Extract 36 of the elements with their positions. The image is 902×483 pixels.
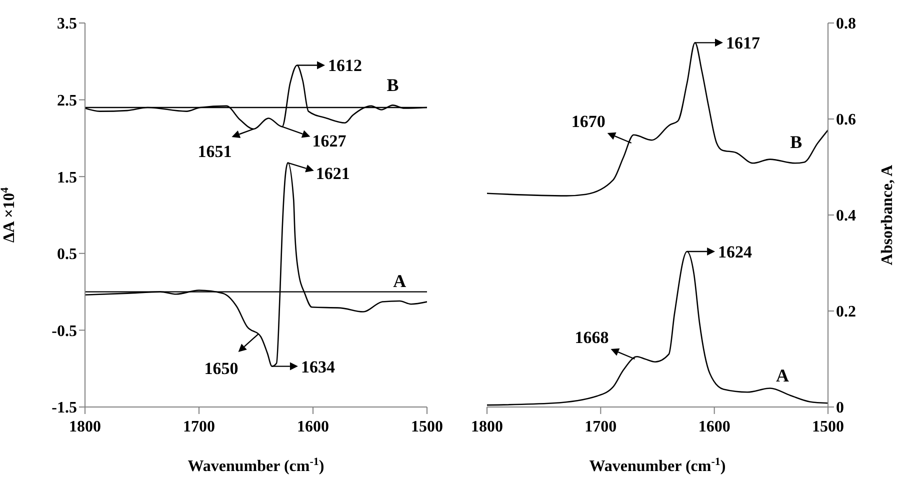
x-tick-label: 1700 — [584, 418, 617, 436]
y-tick-label: -1.5 — [52, 400, 77, 417]
annotation: 1651 — [198, 142, 232, 161]
y-tick-label: 0.4 — [836, 208, 856, 225]
x-axis-title: Wavenumber (cm$^{-1}$) — [188, 456, 324, 475]
y-tick-label: 0.8 — [836, 16, 856, 33]
annotation: 1670 — [571, 112, 606, 131]
y-tick-label: 1.5 — [57, 169, 77, 186]
x-tick-label: 1500 — [411, 418, 443, 436]
x-tick-label: 1700 — [183, 418, 215, 436]
annotation: 1650 — [204, 359, 238, 378]
series-label: A — [776, 365, 789, 386]
y-tick-label: 0.2 — [836, 304, 856, 321]
series-label: B — [386, 75, 399, 96]
annotation: 1624 — [718, 242, 753, 262]
y-tick-label: 3.5 — [57, 16, 77, 33]
annotation: 1634 — [300, 357, 336, 376]
annotation: 1627 — [312, 132, 347, 151]
x-tick-label: 1800 — [471, 418, 503, 436]
x-tick-label: 1500 — [812, 418, 844, 436]
annotation: 1621 — [316, 164, 350, 183]
y-tick-label: 0.5 — [57, 246, 77, 264]
y-tick-label: 0.6 — [836, 112, 856, 129]
x-axis-title: Wavenumber (cm$^{-1}$) — [589, 456, 726, 475]
x-tick-label: 1800 — [69, 418, 101, 436]
y-tick-label: -0.5 — [52, 322, 77, 340]
annotation: 1612 — [328, 56, 362, 76]
annotation: 1668 — [574, 328, 609, 347]
y-tick-label: 0 — [836, 400, 844, 417]
x-tick-label: 1600 — [297, 418, 329, 436]
x-tick-label: 1600 — [698, 418, 730, 436]
series-label: A — [393, 271, 406, 292]
y-tick-label: 2.5 — [57, 92, 77, 110]
y-axis-title: Absorbance, A — [879, 164, 896, 266]
series-label: B — [790, 132, 802, 152]
annotation: 1617 — [726, 34, 761, 53]
